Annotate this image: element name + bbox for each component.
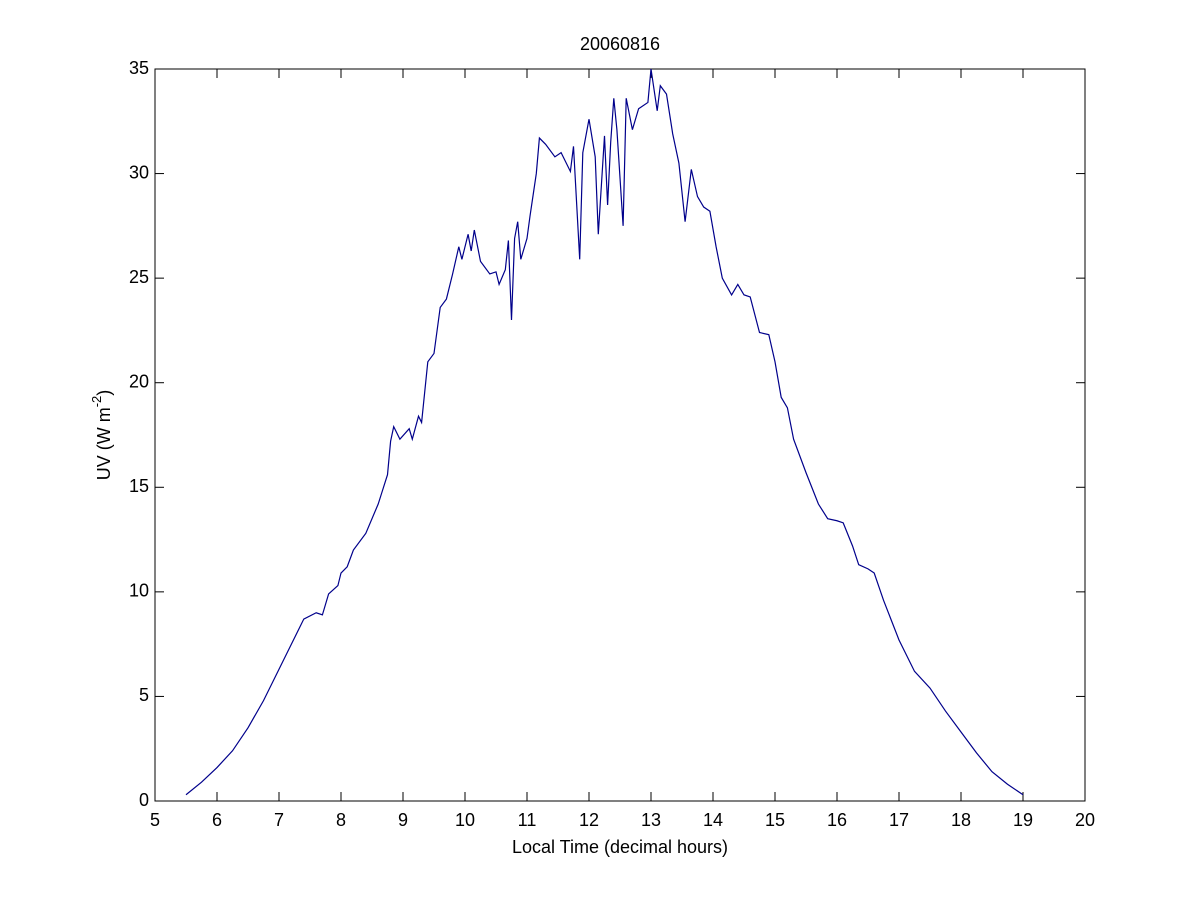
x-tick-label: 14: [703, 810, 723, 830]
y-tick-label: 15: [129, 476, 149, 496]
y-label-sup: -2: [89, 396, 104, 408]
x-tick-label: 9: [398, 810, 408, 830]
y-tick-label: 20: [129, 371, 149, 391]
x-tick-label: 16: [827, 810, 847, 830]
x-tick-label: 19: [1013, 810, 1033, 830]
x-tick-label: 20: [1075, 810, 1095, 830]
x-tick-label: 5: [150, 810, 160, 830]
x-tick-label: 17: [889, 810, 909, 830]
y-label-text: UV (W m: [94, 407, 114, 480]
x-tick-label: 15: [765, 810, 785, 830]
x-axis-label: Local Time (decimal hours): [512, 837, 728, 857]
y-tick-label: 0: [139, 790, 149, 810]
x-tick-label: 12: [579, 810, 599, 830]
y-tick-label: 10: [129, 581, 149, 601]
x-tick-label: 6: [212, 810, 222, 830]
x-tick-label: 13: [641, 810, 661, 830]
y-label-end: ): [94, 390, 114, 396]
y-tick-label: 35: [129, 58, 149, 78]
x-tick-label: 18: [951, 810, 971, 830]
y-axis-label: UV (W m-2): [89, 390, 113, 481]
y-tick-label: 25: [129, 267, 149, 287]
chart-title: 20060816: [580, 34, 660, 54]
x-tick-label: 10: [455, 810, 475, 830]
data-line: [185, 68, 1024, 796]
plot-area: [154, 68, 1086, 802]
y-tick-label: 5: [139, 685, 149, 705]
x-tick-label: 11: [518, 810, 537, 830]
y-tick-label: 30: [129, 162, 149, 182]
x-tick-label: 7: [274, 810, 284, 830]
x-tick-label: 8: [336, 810, 346, 830]
